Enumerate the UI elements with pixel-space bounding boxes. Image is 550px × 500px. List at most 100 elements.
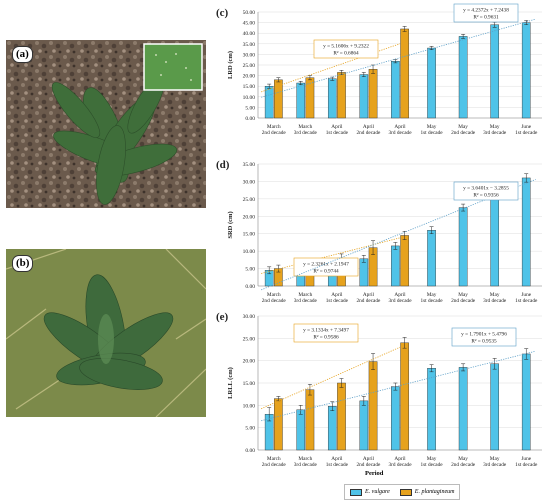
y-tick-label: 45.00 xyxy=(243,21,256,27)
legend-item-vulgare: E. vulgare xyxy=(350,488,390,496)
panel-label: (e) xyxy=(216,311,229,323)
bar xyxy=(490,24,499,119)
bar xyxy=(359,74,369,119)
bar xyxy=(359,400,369,451)
bar xyxy=(427,230,436,287)
trendline xyxy=(261,350,536,422)
x-tick-label: 1st decade xyxy=(420,462,443,466)
x-tick-label: March xyxy=(298,292,312,298)
bar xyxy=(490,363,499,451)
x-tick-label: 2nd decade xyxy=(262,298,287,304)
trendline-label-box xyxy=(293,257,359,277)
x-tick-label: 2nd decade xyxy=(356,130,381,136)
x-tick-label: May xyxy=(427,124,437,130)
trendline-equation: y = 5.1606x + 9.2322 xyxy=(323,44,369,50)
y-tick-label: 30.00 xyxy=(243,179,256,185)
x-tick-label: 1st decade xyxy=(515,298,538,304)
x-tick-label: 2nd decade xyxy=(451,298,476,304)
x-tick-label: April xyxy=(331,292,343,298)
x-tick-label: June xyxy=(521,124,531,130)
chart-c: (c) 0.00 5.00 10.00 15.00 20.00 25.00 30.00 35.0… xyxy=(206,0,550,152)
bar xyxy=(521,22,531,119)
trendline-label-box xyxy=(453,3,519,23)
x-tick-label: 1st decade xyxy=(420,298,443,304)
trendline-label-box xyxy=(313,39,379,59)
bar xyxy=(337,382,346,451)
chart-d-svg: (d) 0.00 5.00 10.00 15.00 20.00 25.00 30.00 35.0… xyxy=(216,159,542,304)
x-tick-label: 2nd decade xyxy=(262,130,287,136)
x-tick-label: March xyxy=(267,292,281,298)
x-tick-label: March xyxy=(267,456,281,462)
y-tick-label: 5.00 xyxy=(245,426,255,432)
trendline-label-box xyxy=(451,327,517,347)
x-tick-label: May xyxy=(490,456,500,462)
y-tick-label: 15.00 xyxy=(243,232,256,238)
x-tick-label: 2nd decade xyxy=(356,298,381,304)
y-tick-label: 20.00 xyxy=(243,74,256,80)
x-tick-label: June xyxy=(521,292,531,298)
bar xyxy=(458,36,468,119)
bar xyxy=(427,47,436,119)
trendline-equation: y = 4.2372x + 7.2438 xyxy=(463,8,509,14)
y-axis-title: SRD (cm) xyxy=(227,211,234,238)
legend-label-plantagineum: E. plantagineum xyxy=(414,489,455,495)
bar xyxy=(458,367,468,451)
x-tick-label: May xyxy=(427,292,437,298)
x-tick-label: March xyxy=(298,456,312,462)
x-tick-label: 3rd decade xyxy=(294,298,318,304)
bar xyxy=(337,72,346,119)
trendline-r2: R² = 0.9744 xyxy=(313,269,339,275)
x-tick-label: 1st decade xyxy=(515,462,538,466)
photo-b-label: (b) xyxy=(12,255,34,272)
x-tick-label: 2nd decade xyxy=(451,462,476,466)
photo-b: (b) xyxy=(6,249,206,417)
x-tick-label: 3rd decade xyxy=(294,462,318,466)
trendline xyxy=(260,346,401,410)
y-tick-label: 20.00 xyxy=(243,214,256,220)
y-tick-label: 5.00 xyxy=(245,267,255,273)
legend-label-vulgare: E. vulgare xyxy=(365,489,390,495)
bar xyxy=(274,79,283,119)
x-tick-label: April xyxy=(363,292,375,298)
y-tick-label: 25.00 xyxy=(243,336,256,342)
trendline-r2: R² = 0.9356 xyxy=(473,193,499,199)
bar xyxy=(264,85,274,119)
x-axis-title: Period xyxy=(365,470,384,477)
bar xyxy=(305,389,315,451)
x-tick-label: 3rd decade xyxy=(388,462,412,466)
x-tick-label: May xyxy=(458,456,468,462)
x-tick-label: April xyxy=(394,292,406,298)
trendline xyxy=(261,18,536,98)
trendline-label-box xyxy=(453,181,519,201)
panel-label: (d) xyxy=(216,159,230,171)
x-tick-label: April xyxy=(394,124,406,130)
photo-a-label: (a) xyxy=(12,46,33,63)
bar xyxy=(458,207,468,287)
bar xyxy=(400,235,409,287)
x-tick-label: March xyxy=(298,124,312,130)
x-tick-label: 1st decade xyxy=(420,130,443,136)
x-tick-label: 1st decade xyxy=(326,130,349,136)
trendline-equation: y = 3.1334x + 7.3497 xyxy=(303,328,349,334)
bar xyxy=(327,78,337,119)
bar xyxy=(521,353,531,451)
y-tick-label: 35.00 xyxy=(243,162,256,168)
trendline-r2: R² = 0.9535 xyxy=(471,339,497,345)
y-tick-label: 30.00 xyxy=(243,314,256,320)
y-tick-label: 20.00 xyxy=(243,359,256,365)
y-tick-label: 50.00 xyxy=(243,10,256,16)
x-tick-label: June xyxy=(521,456,531,462)
trendline-r2: R² = 0.9586 xyxy=(313,335,339,341)
bar xyxy=(427,368,436,451)
bar xyxy=(391,245,400,287)
chart-d: (d) 0.00 5.00 10.00 15.00 20.00 25.00 30.00 35.0… xyxy=(206,152,550,304)
x-tick-label: 3rd decade xyxy=(483,298,507,304)
y-tick-label: 15.00 xyxy=(243,381,256,387)
y-tick-label: 35.00 xyxy=(243,42,256,48)
chart-c-svg: (c) 0.00 5.00 10.00 15.00 20.00 25.00 30.00 35.0… xyxy=(216,3,542,136)
bar xyxy=(368,69,378,119)
x-tick-label: April xyxy=(394,456,406,462)
y-tick-label: 10.00 xyxy=(243,249,256,255)
bar xyxy=(521,177,531,287)
legend-item-plantagineum: E. plantagineum xyxy=(399,488,455,496)
